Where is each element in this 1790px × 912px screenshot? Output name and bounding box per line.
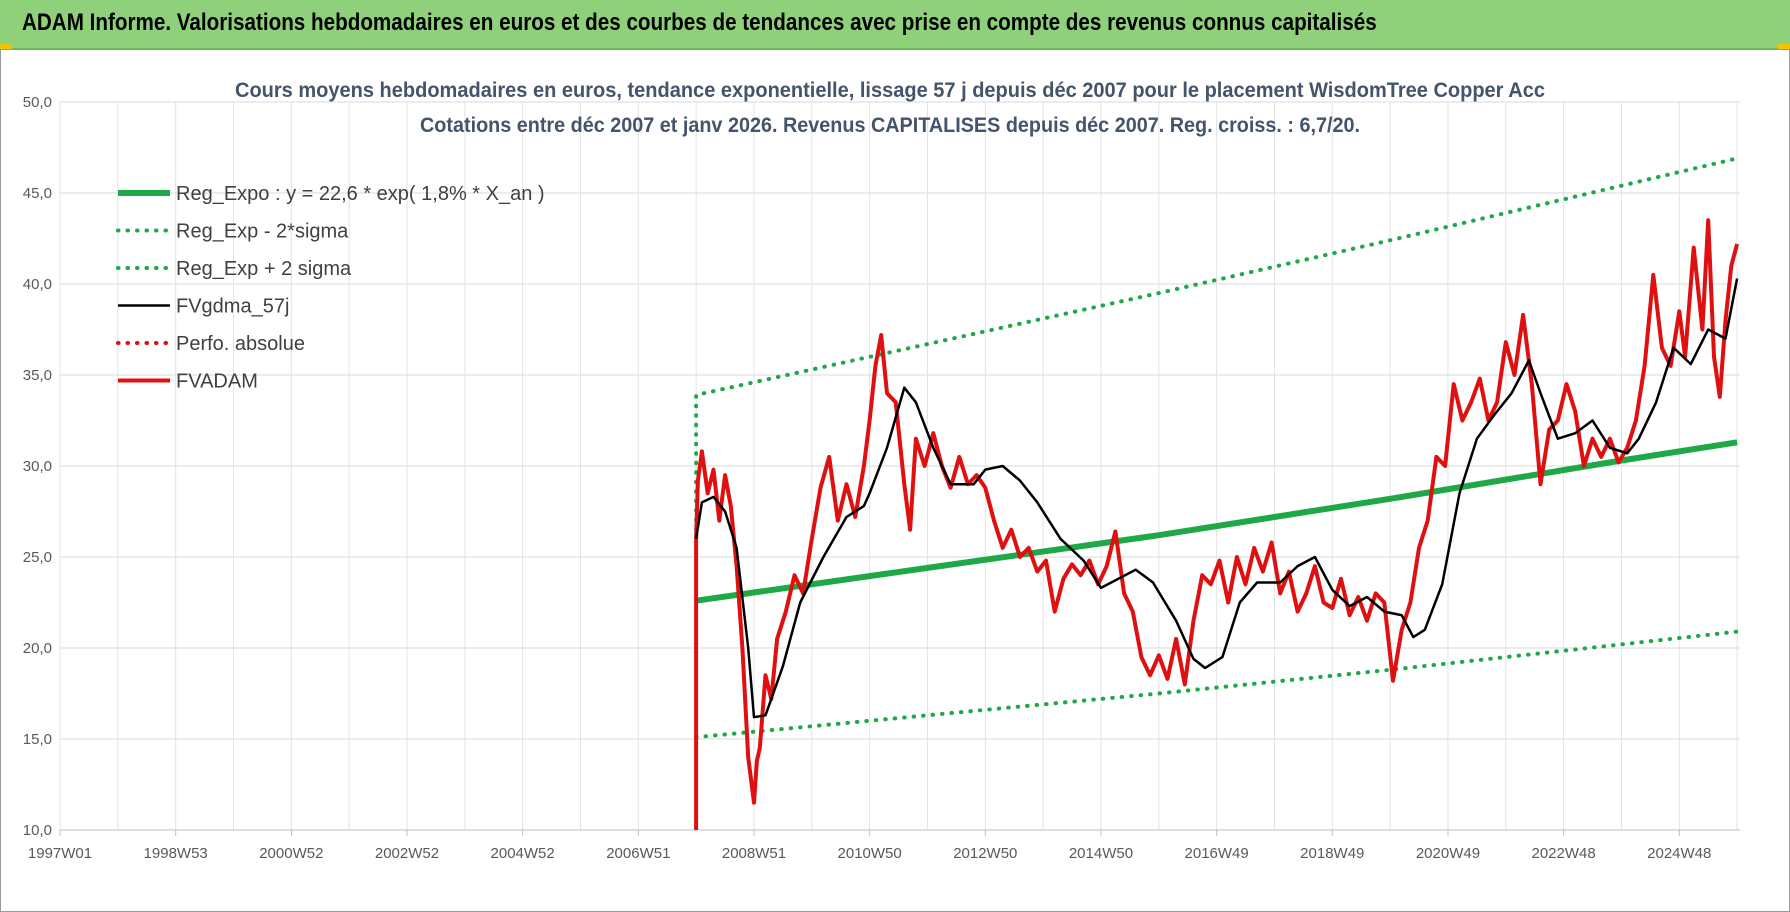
x-tick-label: 2012W50 (953, 845, 1017, 862)
x-tick-label: 2000W52 (259, 845, 323, 862)
legend-label: FVgdma_57j (176, 296, 289, 318)
x-tick-label: 2022W48 (1532, 845, 1596, 862)
x-tick-label: 2010W50 (838, 845, 902, 862)
x-tick-label: 2018W49 (1300, 845, 1364, 862)
series-line-1 (694, 629, 1740, 740)
legend-label: Reg_Exp + 2 sigma (176, 258, 352, 280)
y-tick-label: 50,0 (23, 94, 52, 111)
report-banner: ADAM Informe. Valorisations hebdomadaire… (0, 0, 1790, 50)
chart-title: Cours moyens hebdomadaires en euros, ten… (235, 79, 1545, 102)
y-tick-label: 40,0 (23, 276, 52, 293)
banner-title: ADAM Informe. Valorisations hebdomadaire… (22, 9, 1377, 36)
x-axis: 1997W01 1998W53 2000W52 2002W52 2004W52 2006W… (28, 829, 1740, 862)
x-tick-label: 2016W49 (1185, 845, 1249, 862)
series-line-5 (694, 218, 1740, 830)
y-tick-label: 15,0 (23, 731, 52, 748)
x-tick-label: 2014W50 (1069, 845, 1133, 862)
grid-lines (59, 101, 1740, 831)
series-layer (694, 156, 1740, 830)
y-tick-label: 30,0 (23, 458, 52, 475)
line-chart: 10,0 15,0 20,0 25,0 30,0 35,0 40,0 45,0 50,0 199… (23, 79, 1740, 862)
x-tick-label: 1997W01 (28, 845, 92, 862)
y-tick-label: 20,0 (23, 640, 52, 657)
legend-label: FVADAM (176, 371, 258, 393)
legend-label: Perfo. absolue (176, 333, 305, 355)
x-tick-label: 2024W48 (1647, 845, 1711, 862)
series-line-2 (694, 156, 1740, 532)
chart-subtitle: Cotations entre déc 2007 et janv 2026. R… (420, 114, 1360, 137)
x-tick-label: 2006W51 (606, 845, 670, 862)
series-line-3 (694, 278, 1739, 719)
x-tick-label: 2002W52 (375, 845, 439, 862)
y-axis: 10,0 15,0 20,0 25,0 30,0 35,0 40,0 45,0 50,0 (23, 94, 52, 839)
x-tick-label: 2008W51 (722, 845, 786, 862)
x-tick-label: 2004W52 (491, 845, 555, 862)
y-tick-label: 25,0 (23, 549, 52, 566)
series-line-0 (695, 439, 1738, 604)
corner-mark-top-right (1778, 44, 1790, 49)
y-tick-label: 35,0 (23, 367, 52, 384)
y-tick-label: 45,0 (23, 185, 52, 202)
legend-label: Reg_Expo : y = 22,6 * exp( 1,8% * X_an ) (176, 183, 545, 205)
legend-label: Reg_Exp - 2*sigma (176, 221, 349, 243)
legend: Reg_Expo : y = 22,6 * exp( 1,8% * X_an )… (116, 183, 545, 393)
y-tick-label: 10,0 (23, 822, 52, 839)
x-tick-label: 1998W53 (144, 845, 208, 862)
x-tick-label: 2020W49 (1416, 845, 1480, 862)
corner-mark-top-left (0, 44, 12, 49)
